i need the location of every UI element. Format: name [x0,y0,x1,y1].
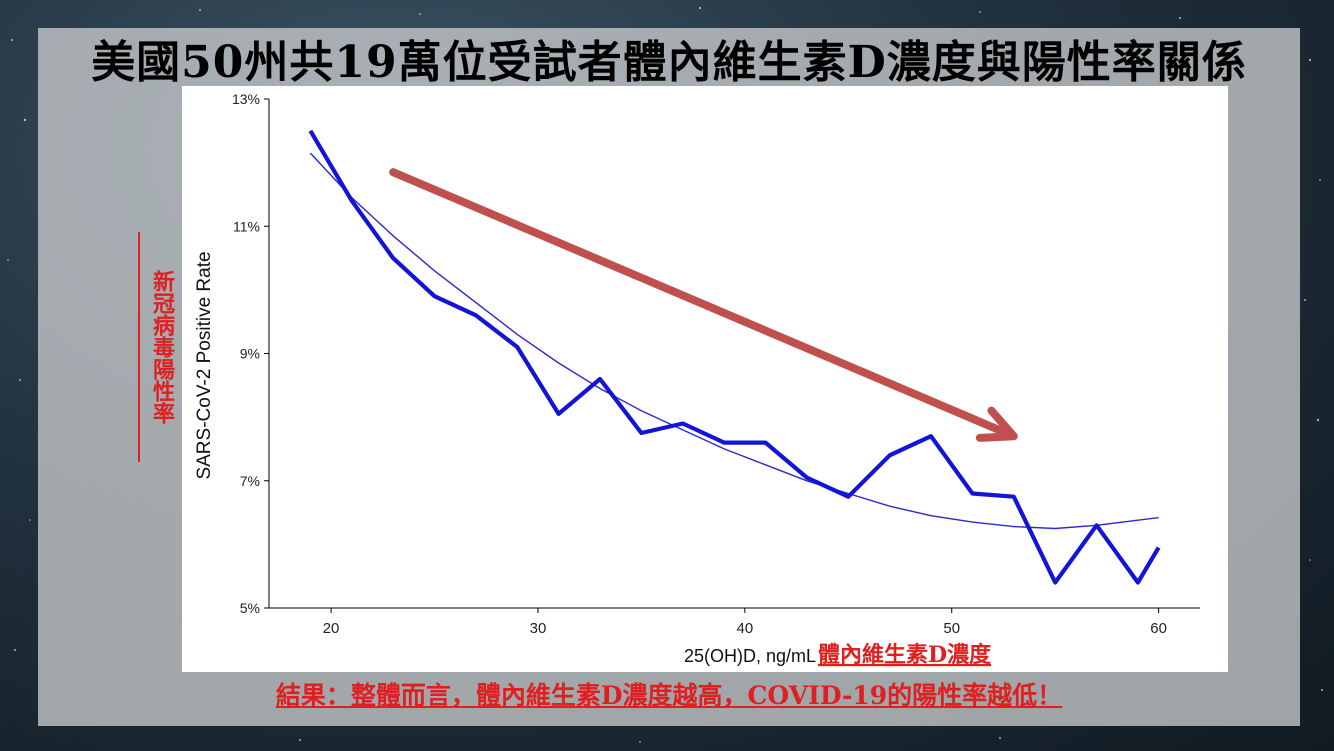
line-chart: 5% 7% 9% 11% 13% 20 30 40 50 60 SARS-CoV-2 Positi… [194,91,1200,668]
x-tick-label: 30 [530,620,547,637]
x-tick-label: 40 [737,620,754,637]
x-axis-label: 25(OH)D, ng/mL [684,646,816,666]
chart-container: 5% 7% 9% 11% 13% 20 30 40 50 60 SARS-CoV-2 Positi… [182,86,1228,672]
y-tick-label: 13% [232,91,260,107]
y-tick-label: 5% [240,600,260,616]
slide-title: 美國50州共19萬位受試者體內維生素D濃度與陽性率關係 [91,37,1247,88]
trend-line [309,152,1159,530]
y-tick-label: 11% [233,218,260,234]
x-tick-label: 50 [943,620,960,637]
trend-arrow-shaft [389,168,1015,439]
trend-arrow-head [975,406,1018,442]
y-axis-label: SARS-CoV-2 Positive Rate [194,251,215,479]
x-axis-annotation: 體內維生素D濃度 [818,642,992,668]
conclusion-text: 結果：整體而言，體內維生素D濃度越高，COVID-19的陽性率越低！ [275,681,1063,710]
x-tick-label: 20 [323,620,340,637]
observed-line [308,129,1161,585]
y-tick-label: 9% [240,346,260,362]
x-tick-label: 60 [1150,620,1167,637]
y-tick-label: 7% [240,473,260,489]
side-label-positive-rate: 新冠病毒陽性率 [138,232,176,462]
